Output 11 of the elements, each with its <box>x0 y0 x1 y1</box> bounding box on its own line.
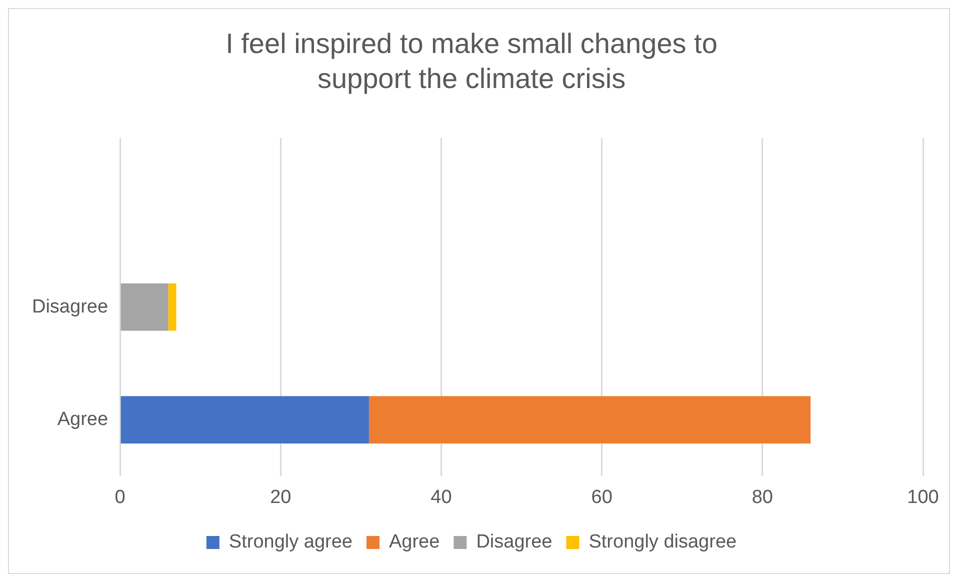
x-tick-label: 40 <box>430 486 452 508</box>
legend-label: Strongly disagree <box>588 532 737 553</box>
legend-label: Disagree <box>476 532 552 553</box>
x-tick-label: 80 <box>752 486 773 508</box>
x-tick-label: 0 <box>114 486 126 508</box>
chart-title: I feel inspired to make small changes to support the climate crisis <box>226 28 718 94</box>
x-tick-label: 100 <box>907 486 939 508</box>
legend-label: Agree <box>388 532 440 553</box>
legend-label: Strongly agree <box>228 532 352 553</box>
x-tick-label: 60 <box>591 486 612 508</box>
x-tick-label: 20 <box>270 486 292 508</box>
